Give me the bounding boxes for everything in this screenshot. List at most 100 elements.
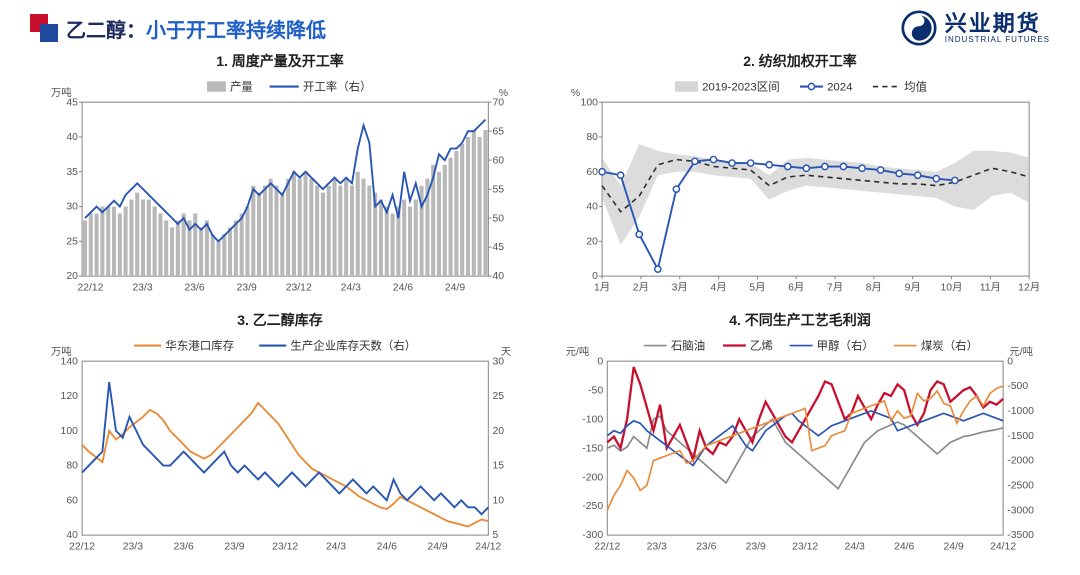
svg-text:-3000: -3000 [1007, 506, 1034, 517]
svg-text:23/12: 23/12 [286, 283, 312, 294]
svg-text:-2500: -2500 [1007, 481, 1034, 492]
svg-text:23/6: 23/6 [696, 542, 716, 553]
svg-text:-200: -200 [582, 472, 603, 483]
svg-text:40: 40 [66, 530, 78, 541]
svg-text:生产企业库存天数（右）: 生产企业库存天数（右） [290, 339, 416, 353]
svg-text:24/3: 24/3 [326, 542, 346, 553]
swirl-icon [901, 10, 937, 46]
svg-text:-100: -100 [582, 414, 603, 425]
svg-text:24/3: 24/3 [341, 283, 361, 294]
title-prefix: 乙二醇： [66, 20, 146, 42]
svg-text:23/3: 23/3 [647, 542, 667, 553]
svg-text:万吨: 万吨 [51, 345, 72, 358]
svg-text:20: 20 [492, 426, 504, 437]
svg-text:23/6: 23/6 [174, 542, 194, 553]
svg-text:60: 60 [492, 155, 504, 166]
svg-text:-250: -250 [582, 501, 603, 512]
chart4: -300-250-200-150-100-500-3500-3000-2500-… [550, 332, 1050, 561]
svg-text:3月: 3月 [672, 282, 688, 294]
svg-text:-300: -300 [582, 530, 603, 541]
company-logo: 兴业期货 INDUSTRIAL FUTURES [901, 10, 1050, 46]
svg-text:65: 65 [492, 126, 504, 137]
svg-text:8月: 8月 [866, 282, 882, 294]
svg-text:24/9: 24/9 [944, 542, 964, 553]
svg-text:-1500: -1500 [1007, 431, 1034, 442]
svg-text:5月: 5月 [749, 282, 765, 294]
svg-text:2月: 2月 [633, 282, 649, 294]
svg-text:23/3: 23/3 [123, 542, 143, 553]
title-suffix: 小于开工率持续降低 [146, 20, 326, 42]
charts-grid: 1. 周度产量及开工率 2025303540454045505560657022… [0, 51, 1080, 561]
header: 乙二醇：小于开工率持续降低 兴业期货 INDUSTRIAL FUTURES [0, 0, 1080, 51]
svg-text:23/9: 23/9 [224, 542, 244, 553]
svg-text:-2000: -2000 [1007, 456, 1034, 467]
svg-text:0: 0 [1007, 356, 1013, 367]
chart1: 2025303540454045505560657022/1223/323/62… [30, 73, 530, 302]
svg-text:7月: 7月 [827, 282, 843, 294]
svg-text:2024: 2024 [827, 82, 853, 94]
svg-text:35: 35 [66, 167, 78, 178]
svg-text:140: 140 [61, 356, 79, 367]
svg-text:-1000: -1000 [1007, 406, 1034, 417]
svg-text:元/吨: 元/吨 [1009, 345, 1033, 358]
svg-text:9月: 9月 [905, 282, 921, 294]
chart4-title: 4. 不同生产工艺毛利润 [550, 310, 1050, 330]
svg-text:0: 0 [592, 271, 598, 282]
svg-text:6月: 6月 [788, 282, 804, 294]
svg-text:24/9: 24/9 [427, 542, 447, 553]
svg-text:23/9: 23/9 [746, 542, 766, 553]
chart1-cell: 1. 周度产量及开工率 2025303540454045505560657022… [30, 51, 530, 302]
svg-text:-50: -50 [588, 385, 603, 396]
svg-text:40: 40 [586, 202, 598, 213]
svg-text:120: 120 [61, 391, 79, 402]
svg-text:30: 30 [492, 356, 504, 367]
svg-text:45: 45 [66, 97, 78, 108]
chart1-title: 1. 周度产量及开工率 [30, 51, 530, 71]
svg-text:15: 15 [492, 461, 504, 472]
svg-text:24/12: 24/12 [990, 542, 1016, 553]
svg-text:100: 100 [61, 426, 79, 437]
svg-text:万吨: 万吨 [51, 86, 72, 99]
chart2-cell: 2. 纺织加权开工率 0204060801001月2月3月4月5月6月7月8月9… [550, 51, 1050, 302]
svg-text:元/吨: 元/吨 [566, 345, 590, 358]
svg-text:25: 25 [66, 236, 78, 247]
svg-text:45: 45 [492, 242, 504, 253]
svg-text:5: 5 [492, 530, 498, 541]
svg-text:煤炭（右）: 煤炭（右） [921, 339, 978, 353]
chart2-title: 2. 纺织加权开工率 [550, 51, 1050, 71]
title-icon [30, 14, 58, 42]
svg-text:甲醇（右）: 甲醇（右） [817, 339, 874, 353]
svg-text:12月: 12月 [1018, 282, 1040, 294]
title-block: 乙二醇：小于开工率持续降低 [30, 14, 326, 43]
svg-text:-3500: -3500 [1007, 530, 1034, 541]
svg-text:石脑油: 石脑油 [671, 339, 705, 353]
chart3: 4060801001201405101520253022/1223/323/62… [30, 332, 530, 561]
svg-text:30: 30 [66, 202, 78, 213]
svg-text:23/6: 23/6 [184, 283, 204, 294]
svg-text:22/12: 22/12 [77, 283, 103, 294]
svg-text:2019-2023区间: 2019-2023区间 [702, 81, 780, 94]
svg-text:100: 100 [581, 97, 599, 108]
chart3-title: 3. 乙二醇库存 [30, 310, 530, 330]
svg-text:开工率（右）: 开工率（右） [303, 80, 372, 94]
svg-text:40: 40 [66, 132, 78, 143]
svg-text:24/9: 24/9 [445, 283, 465, 294]
svg-text:60: 60 [586, 167, 598, 178]
svg-text:%: % [499, 88, 508, 99]
svg-text:乙烯: 乙烯 [750, 340, 773, 353]
chart2: 0204060801001月2月3月4月5月6月7月8月9月10月11月12月%… [550, 73, 1050, 302]
svg-text:均值: 均值 [904, 81, 927, 94]
svg-text:0: 0 [597, 356, 603, 367]
svg-text:-500: -500 [1007, 381, 1028, 392]
chart3-cell: 3. 乙二醇库存 4060801001201405101520253022/12… [30, 310, 530, 561]
svg-text:10: 10 [492, 496, 504, 507]
svg-text:23/9: 23/9 [237, 283, 257, 294]
svg-text:23/3: 23/3 [132, 283, 152, 294]
svg-text:23/12: 23/12 [272, 542, 298, 553]
svg-text:80: 80 [586, 132, 598, 143]
svg-text:70: 70 [492, 97, 504, 108]
svg-text:60: 60 [66, 496, 78, 507]
svg-text:24/3: 24/3 [845, 542, 865, 553]
svg-text:-150: -150 [582, 443, 603, 454]
svg-text:11月: 11月 [980, 282, 1001, 294]
